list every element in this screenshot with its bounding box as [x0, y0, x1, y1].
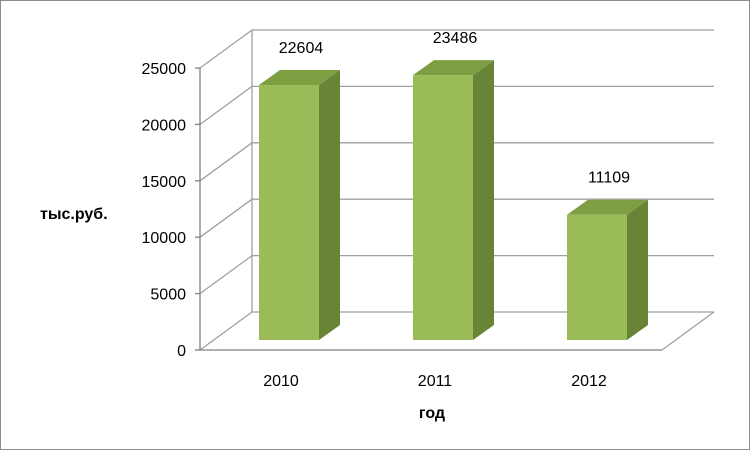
bars — [259, 60, 648, 341]
x-tick-label: 2012 — [571, 373, 607, 390]
bar-side — [627, 199, 648, 340]
x-tick-label: 2010 — [263, 373, 299, 390]
y-tick-label: 5000 — [150, 287, 186, 304]
bar — [259, 85, 319, 340]
labels: 0 5000 10000 15000 20000 25000 22604 2010 23486 2… — [142, 30, 631, 390]
y-tick-label: 25000 — [142, 61, 187, 78]
x-axis-title: год — [419, 405, 445, 422]
gridline-depth — [199, 198, 253, 238]
y-tick-label: 0 — [177, 343, 186, 360]
bar-top — [259, 70, 340, 86]
y-tick-label: 20000 — [142, 117, 187, 134]
bar-top — [413, 60, 494, 76]
y-axis-title: тыс.руб. — [40, 206, 108, 223]
y-tick-label: 15000 — [142, 174, 187, 191]
data-label: 23486 — [433, 30, 478, 47]
bar-side — [473, 60, 494, 341]
y-tick-label: 10000 — [142, 230, 187, 247]
gridline-depth — [199, 85, 253, 125]
data-label: 22604 — [279, 40, 324, 57]
gridline-depth — [199, 29, 253, 69]
bar-side — [319, 70, 340, 340]
gridline-depth — [199, 311, 253, 351]
bar-top — [567, 199, 648, 215]
gridline-depth — [199, 142, 253, 182]
bar — [413, 75, 473, 341]
bar — [567, 214, 627, 340]
data-label: 11109 — [588, 170, 630, 187]
x-tick-label: 2011 — [418, 373, 453, 390]
floor-right-edge — [661, 311, 715, 351]
gridline-depth — [199, 255, 253, 295]
